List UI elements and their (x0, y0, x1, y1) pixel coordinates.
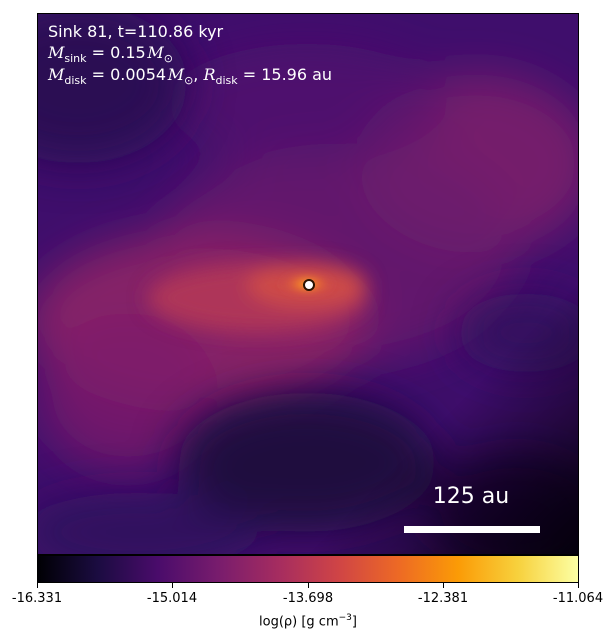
colorbar-tick (172, 583, 173, 588)
colorbar-tick (37, 583, 38, 588)
scale-bar-label: 125 au (432, 484, 510, 509)
sink-mass-label: Msink = 0.15 M⊙ (48, 43, 173, 66)
colorbar-tick (308, 583, 309, 588)
colorbar-tick-label: -12.381 (417, 591, 469, 606)
colorbar-tick (443, 583, 444, 588)
colorbar-tick-label: -15.014 (146, 591, 198, 606)
scale-bar (404, 526, 540, 533)
colorbar-tick-label: -11.064 (552, 591, 604, 606)
colorbar-tick (578, 583, 579, 588)
colorbar-label: log(ρ) [g cm−3] (259, 613, 357, 630)
colorbar-tick-label: -16.331 (11, 591, 63, 606)
disk-properties-label: Mdisk = 0.0054 M⊙, Rdisk = 15.96 au (48, 65, 333, 88)
sink-info-title: Sink 81, t=110.86 kyr (48, 22, 224, 41)
colorbar-tick-label: -13.698 (282, 591, 334, 606)
colorbar (37, 555, 579, 583)
density-map: Sink 81, t=110.86 kyr Msink = 0.15 M⊙ Md… (37, 13, 579, 555)
sink-particle-marker (303, 279, 315, 291)
